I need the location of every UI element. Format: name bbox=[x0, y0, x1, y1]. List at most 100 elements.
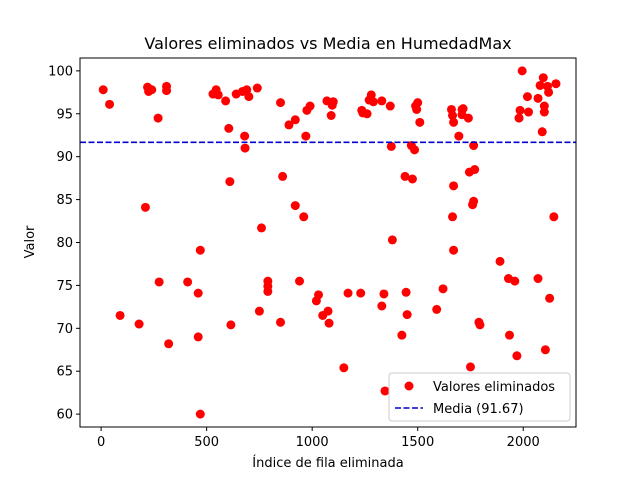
data-point bbox=[326, 111, 336, 120]
data-point bbox=[257, 223, 267, 233]
data-point bbox=[438, 284, 448, 294]
data-point bbox=[505, 330, 515, 340]
data-point bbox=[524, 107, 534, 117]
y-tick-label: 80 bbox=[56, 236, 73, 251]
data-point bbox=[401, 287, 411, 297]
data-point bbox=[225, 177, 235, 187]
data-point bbox=[183, 277, 193, 287]
x-axis-title: Índice de fila eliminada bbox=[252, 455, 403, 471]
data-point bbox=[213, 90, 223, 100]
data-point bbox=[544, 87, 554, 97]
data-point bbox=[221, 96, 231, 106]
data-point bbox=[263, 286, 273, 296]
data-point bbox=[412, 104, 422, 114]
data-point bbox=[195, 245, 205, 255]
data-point bbox=[537, 127, 547, 137]
data-point bbox=[545, 293, 555, 303]
x-tick-label: 0 bbox=[97, 435, 105, 450]
data-point bbox=[380, 386, 390, 396]
data-point bbox=[533, 93, 543, 103]
data-point bbox=[240, 143, 250, 153]
data-point bbox=[328, 97, 338, 107]
data-point bbox=[549, 212, 559, 222]
data-point bbox=[278, 171, 288, 181]
data-point bbox=[465, 362, 475, 372]
data-point bbox=[368, 97, 378, 107]
y-tick-label: 95 bbox=[56, 107, 73, 122]
data-point bbox=[299, 212, 309, 222]
data-point bbox=[193, 332, 203, 342]
data-point bbox=[463, 113, 473, 123]
data-point bbox=[385, 101, 395, 111]
data-point bbox=[224, 123, 234, 133]
data-point bbox=[244, 92, 254, 102]
data-point bbox=[356, 288, 366, 298]
data-point bbox=[470, 165, 480, 175]
data-point bbox=[323, 306, 333, 316]
data-point bbox=[195, 409, 205, 419]
legend-box bbox=[388, 372, 571, 422]
data-point bbox=[387, 235, 397, 245]
data-point bbox=[449, 117, 459, 127]
x-tick-label: 500 bbox=[194, 435, 219, 450]
data-point bbox=[539, 107, 549, 117]
data-point bbox=[469, 141, 479, 151]
data-point bbox=[301, 131, 311, 141]
data-point bbox=[415, 117, 425, 127]
y-tick-label: 100 bbox=[48, 64, 73, 79]
x-tick-label: 2000 bbox=[507, 435, 540, 450]
data-point bbox=[98, 85, 108, 95]
y-tick-label: 85 bbox=[56, 193, 73, 208]
data-point bbox=[377, 96, 387, 106]
data-point bbox=[324, 318, 334, 328]
data-point bbox=[535, 80, 545, 90]
data-point bbox=[454, 131, 464, 141]
data-point bbox=[295, 276, 305, 286]
x-tick-label: 1500 bbox=[401, 435, 434, 450]
data-point bbox=[449, 181, 459, 191]
y-tick-label: 60 bbox=[56, 408, 73, 423]
data-point bbox=[377, 301, 387, 311]
data-point bbox=[140, 202, 150, 212]
y-tick-label: 90 bbox=[56, 150, 73, 165]
data-point bbox=[522, 92, 532, 102]
data-point bbox=[147, 85, 157, 95]
data-point bbox=[551, 79, 561, 89]
data-point bbox=[242, 85, 252, 95]
data-point bbox=[386, 141, 396, 151]
data-point bbox=[226, 320, 236, 330]
axes: 0 500 1000 1500 2000 60 65 70 75 80 85 90 95 100 bbox=[48, 57, 577, 450]
plot-area bbox=[80, 66, 576, 419]
legend-label-mean: Media (91.67) bbox=[433, 402, 524, 417]
data-point bbox=[533, 274, 543, 284]
y-tick-label: 65 bbox=[56, 365, 73, 380]
data-point bbox=[400, 171, 410, 181]
data-point bbox=[252, 83, 262, 93]
data-point bbox=[432, 304, 442, 314]
data-point bbox=[402, 310, 412, 320]
data-point bbox=[276, 98, 286, 108]
data-point bbox=[407, 174, 417, 184]
data-point bbox=[458, 104, 468, 114]
data-point bbox=[290, 115, 300, 125]
data-point bbox=[397, 330, 407, 340]
data-point bbox=[162, 86, 172, 96]
data-point bbox=[517, 66, 527, 76]
data-point bbox=[105, 99, 115, 109]
legend-marker-scatter bbox=[404, 381, 414, 391]
data-point bbox=[448, 212, 458, 222]
data-point bbox=[154, 277, 164, 287]
data-point bbox=[153, 113, 163, 123]
data-point bbox=[538, 73, 548, 83]
data-point bbox=[495, 256, 505, 266]
data-point bbox=[193, 288, 203, 298]
y-tick-label: 70 bbox=[56, 322, 73, 337]
data-point bbox=[254, 306, 264, 316]
data-point bbox=[276, 317, 286, 327]
data-point bbox=[379, 289, 389, 299]
data-point bbox=[515, 105, 525, 115]
data-point bbox=[343, 288, 353, 298]
data-point bbox=[514, 113, 524, 123]
y-axis-title: Valor bbox=[23, 225, 38, 258]
data-point bbox=[510, 276, 520, 286]
